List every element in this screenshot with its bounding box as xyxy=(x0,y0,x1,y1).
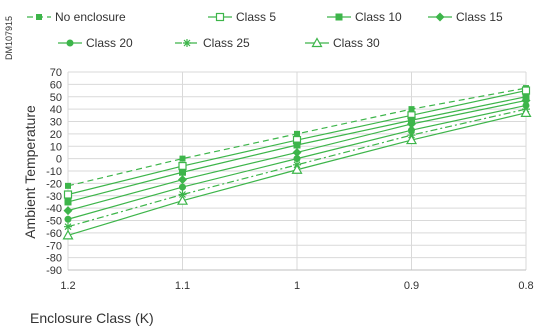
legend-item-6: Class 30 xyxy=(305,36,380,50)
legend-item-1: Class 5 xyxy=(208,10,276,24)
y-tick-label: -20 xyxy=(46,178,62,190)
data-point xyxy=(520,107,532,117)
x-tick-label: 0.8 xyxy=(518,280,533,292)
data-point xyxy=(65,182,71,189)
x-tick-label: 1.1 xyxy=(175,280,190,292)
data-point xyxy=(292,147,302,157)
data-point xyxy=(178,175,187,185)
data-point xyxy=(179,155,186,162)
data-point xyxy=(62,229,74,240)
y-tick-label: -70 xyxy=(46,240,62,252)
legend-label: Class 30 xyxy=(333,36,380,50)
x-axis-ticks: 1.2 1.1 1 0.9 0.8 xyxy=(60,280,533,292)
data-point xyxy=(521,95,531,105)
data-point xyxy=(408,106,415,113)
data-point xyxy=(178,190,187,199)
legend-label: Class 5 xyxy=(236,10,276,24)
y-tick-label: -50 xyxy=(46,216,62,228)
y-tick-label: 40 xyxy=(50,104,62,116)
legend-item-2: Class 10 xyxy=(327,10,402,24)
legend-marker xyxy=(215,12,225,22)
x-tick-label: 1 xyxy=(294,280,300,292)
y-tick-label: 10 xyxy=(50,141,62,153)
y-tick-label: -80 xyxy=(46,253,62,265)
x-tick-label: 0.9 xyxy=(404,280,419,292)
legend-label: Class 20 xyxy=(86,36,133,50)
data-point xyxy=(64,198,72,206)
legend-marker xyxy=(66,39,74,47)
y-tick-label: 70 xyxy=(50,67,62,79)
data-point xyxy=(407,119,416,129)
data-point xyxy=(405,134,418,145)
y-tick-label: -10 xyxy=(46,166,62,178)
data-point xyxy=(291,164,303,174)
y-tick-label: 20 xyxy=(50,129,62,141)
series-line xyxy=(67,108,527,228)
y-tick-label: -40 xyxy=(46,203,62,215)
y-tick-label: -90 xyxy=(46,265,62,277)
legend-item-5: Class 25 xyxy=(175,36,250,50)
legend-label: Class 10 xyxy=(355,10,402,24)
data-point xyxy=(178,161,187,171)
legend-marker xyxy=(183,39,191,47)
legend-item-3: Class 15 xyxy=(428,10,503,24)
legend-item-0: No enclosure xyxy=(27,10,126,24)
y-tick-label: 30 xyxy=(50,117,62,129)
data-point xyxy=(293,155,301,163)
y-tick-label: -60 xyxy=(46,228,62,240)
y-tick-label: -30 xyxy=(46,191,62,203)
y-tick-label: 60 xyxy=(50,79,62,91)
x-tick-label: 1.2 xyxy=(60,280,75,292)
data-point xyxy=(294,130,300,137)
y-axis-title: Ambient Temperature xyxy=(22,105,38,239)
data-point xyxy=(63,190,73,199)
data-point xyxy=(176,194,189,205)
document-id: DM107915 xyxy=(4,16,14,60)
y-tick-label: 50 xyxy=(50,92,62,104)
series-6 xyxy=(62,107,532,240)
data-point xyxy=(179,168,186,176)
legend-label: No enclosure xyxy=(55,10,126,24)
data-point xyxy=(179,183,186,191)
series-1 xyxy=(63,86,531,199)
data-point xyxy=(63,206,73,216)
legend-marker xyxy=(435,12,445,22)
legend-marker xyxy=(335,13,343,21)
y-axis-ticks: 706050403020100-10-20-30-40-50-60-70-80-… xyxy=(46,67,62,277)
legend: No enclosure Class 5 Class 10 Class 15 Class… xyxy=(27,10,503,50)
data-point xyxy=(408,126,415,134)
data-point xyxy=(521,86,531,95)
data-point xyxy=(64,222,72,231)
data-point xyxy=(293,141,301,149)
legend-marker xyxy=(311,37,323,48)
legend-label: Class 15 xyxy=(456,10,503,24)
legend-label: Class 25 xyxy=(203,36,250,50)
x-axis-title: Enclosure Class (K) xyxy=(30,310,154,326)
series-group xyxy=(62,85,532,240)
data-point xyxy=(64,215,72,223)
series-3 xyxy=(63,95,531,216)
y-tick-label: 0 xyxy=(56,154,62,166)
legend-marker xyxy=(36,14,42,20)
legend-item-4: Class 20 xyxy=(58,36,133,50)
